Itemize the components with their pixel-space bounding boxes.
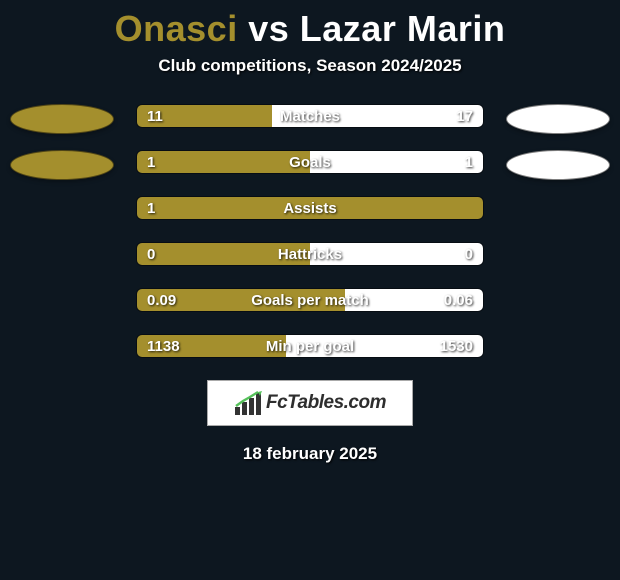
- right-team-badge: [506, 104, 610, 134]
- stat-label: Assists: [137, 197, 483, 219]
- stat-row: 1Assists: [136, 196, 484, 220]
- stat-row: 1117Matches: [136, 104, 484, 128]
- stat-label: Matches: [137, 105, 483, 127]
- title-player1: Onasci: [115, 8, 238, 49]
- left-team-badge: [10, 104, 114, 134]
- chart-area: 1117Matches 11Goals 1Assists 00Hattricks 0.0…: [0, 104, 620, 358]
- subtitle: Club competitions, Season 2024/2025: [0, 56, 620, 76]
- stat-label: Min per goal: [137, 335, 483, 357]
- comparison-card: Onasci vs Lazar Marin Club competitions,…: [0, 0, 620, 580]
- chart-bars-icon: [234, 391, 262, 415]
- stat-label: Goals: [137, 151, 483, 173]
- stat-row: 00Hattricks: [136, 242, 484, 266]
- title-vs: vs: [248, 8, 289, 49]
- stat-label: Goals per match: [137, 289, 483, 311]
- page-title: Onasci vs Lazar Marin: [0, 8, 620, 50]
- stat-label: Hattricks: [137, 243, 483, 265]
- bars-container: 1117Matches 11Goals 1Assists 00Hattricks 0.0…: [136, 104, 484, 358]
- title-player2: Lazar Marin: [300, 8, 506, 49]
- stat-row: 11381530Min per goal: [136, 334, 484, 358]
- right-team-badge: [506, 150, 610, 180]
- date-label: 18 february 2025: [0, 444, 620, 464]
- stat-row: 11Goals: [136, 150, 484, 174]
- left-team-badge: [10, 150, 114, 180]
- stat-row: 0.090.06Goals per match: [136, 288, 484, 312]
- fctables-logo: FcTables.com: [207, 380, 413, 426]
- logo-text: FcTables.com: [266, 392, 386, 414]
